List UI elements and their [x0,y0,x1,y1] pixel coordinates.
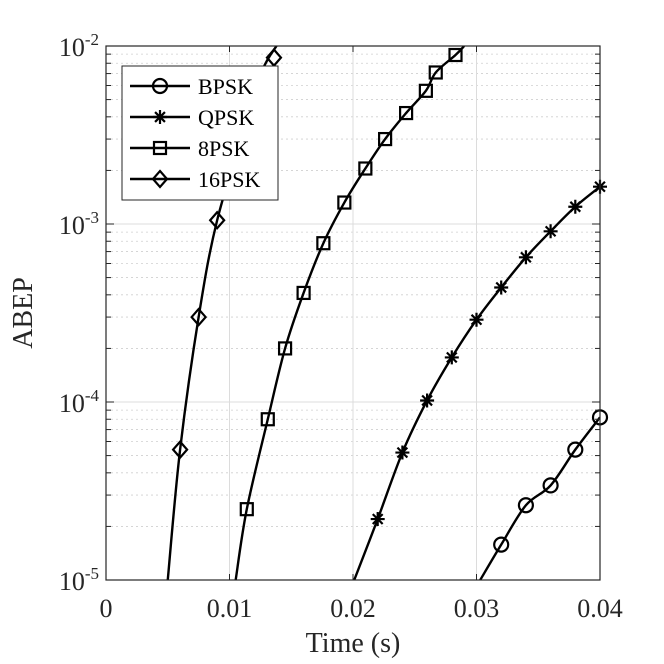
marker-qpsk [395,445,410,460]
marker-8psk [418,83,433,98]
x-tick-labels: 0 0.01 0.02 0.03 0.04 [100,594,623,623]
marker-8psk [378,131,393,147]
marker-bpsk [493,536,510,553]
marker-8psk [399,105,414,121]
x-axis-label: Time (s) [306,628,401,659]
marker-8psk [239,502,254,517]
legend: BPSK QPSK 8PSK 16PSK [121,65,279,201]
y-tick-label: 10-3 [59,208,99,240]
marker-8psk [448,47,463,63]
x-tick-label: 0.04 [577,594,623,623]
axis-ticks [105,45,601,581]
legend-label-8psk: 8PSK [198,136,249,161]
marker-8psk [277,341,293,356]
y-tick-label: 10-4 [59,386,100,418]
x-tick-label: 0.01 [207,594,253,623]
marker-8psk [316,236,331,251]
marker-bpsk [542,477,559,494]
marker-8psk [428,65,443,80]
marker-8psk [358,161,373,176]
y-tick-label: 10-5 [59,564,99,596]
marker-qpsk [370,512,385,527]
marker-8psk [260,412,275,427]
marker-qpsk [543,224,558,239]
y-tick-labels: 10-5 10-4 10-3 10-2 [59,30,100,596]
y-tick-label: 10-2 [59,30,99,62]
series-line-8psk [234,46,466,580]
markers-layer [171,47,609,553]
series-line-bpsk [479,416,600,580]
legend-marker-8psk [152,140,168,156]
legend-marker-bpsk [151,77,169,95]
legend-box [121,65,279,201]
x-tick-label: 0.03 [454,594,500,623]
marker-8psk [337,195,352,210]
marker-16psk [171,439,189,460]
legend-marker-qpsk [153,110,167,124]
marker-bpsk [567,441,584,458]
marker-qpsk [469,312,484,327]
marker-qpsk [518,250,533,265]
marker-qpsk [494,280,509,295]
marker-qpsk [568,199,583,214]
x-tick-label: 0 [100,594,113,623]
marker-qpsk [420,393,435,408]
marker-16psk [208,210,226,230]
marker-bpsk [517,497,535,514]
marker-qpsk [444,350,459,365]
x-tick-label: 0.02 [330,594,376,623]
marker-16psk [190,307,208,327]
legend-label-qpsk: QPSK [198,105,254,130]
legend-label-16psk: 16PSK [198,167,260,192]
legend-label-bpsk: BPSK [198,74,253,99]
marker-8psk [296,285,311,301]
y-axis-label: ABEP [8,277,39,349]
legend-marker-16psk [151,169,169,189]
